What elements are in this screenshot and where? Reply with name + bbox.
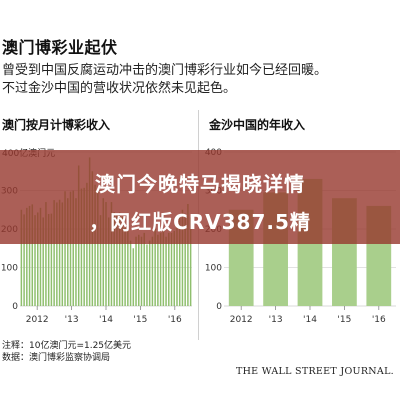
bar xyxy=(86,182,88,306)
bar xyxy=(56,202,58,306)
footnote-note: 注释：10亿澳门元=1.25亿美元 xyxy=(2,341,132,351)
overlay-banner xyxy=(0,150,400,244)
bar xyxy=(28,205,31,306)
bar xyxy=(132,248,135,306)
bar xyxy=(45,202,47,306)
bar xyxy=(97,190,99,306)
bar xyxy=(53,200,55,306)
x-tick-label: '16 xyxy=(168,315,182,325)
bar xyxy=(102,198,105,306)
bar xyxy=(135,236,137,306)
bar xyxy=(170,232,173,306)
bar xyxy=(176,223,178,306)
bar xyxy=(184,213,186,306)
x-tick-label: '13 xyxy=(269,315,283,325)
x-tick-label: '15 xyxy=(133,315,147,325)
bar xyxy=(165,236,167,306)
bar xyxy=(64,191,66,306)
bar xyxy=(99,215,102,306)
main-title: 澳门博彩业起伏 xyxy=(2,38,118,57)
left-panel-title: 澳门按月计博彩收入 xyxy=(2,118,111,132)
bar xyxy=(34,215,36,306)
x-tick-label: '14 xyxy=(303,315,317,325)
bar xyxy=(58,199,61,306)
subtitle-line-1: 曾受到中国反腐运动冲击的澳门博彩行业如今已经回暖。 xyxy=(2,63,328,78)
bar xyxy=(148,240,151,306)
bar xyxy=(146,244,148,306)
bar xyxy=(26,207,28,306)
bar xyxy=(94,184,96,306)
bar xyxy=(75,198,77,306)
overlay-line-1: 澳门今晚特马揭晓详情 xyxy=(95,172,305,196)
bar xyxy=(39,207,42,306)
bar xyxy=(178,217,181,306)
right-panel-title: 金沙中国的年收入 xyxy=(209,118,306,132)
bar xyxy=(61,202,64,306)
footnote-source: 数据：澳门博彩监察协调局 xyxy=(2,353,111,363)
wsj-logo: THE WALL STREET JOURNAL. xyxy=(235,366,394,377)
bar xyxy=(47,213,50,306)
bar xyxy=(173,230,176,306)
subtitle: 曾受到中国反腐运动冲击的澳门博彩行业如今已经回暖。 不过金沙中国的营收状况依然未… xyxy=(2,62,398,98)
y-tick-label: 100 xyxy=(1,264,18,274)
bar xyxy=(36,212,39,306)
bar xyxy=(159,232,162,306)
bar xyxy=(113,212,115,306)
bar xyxy=(151,236,154,306)
bar xyxy=(105,202,107,306)
bar xyxy=(129,240,132,306)
x-tick-label: '14 xyxy=(99,315,113,325)
bar xyxy=(189,217,192,306)
bar xyxy=(181,209,184,306)
bar xyxy=(83,187,85,306)
bar xyxy=(127,219,129,306)
bar xyxy=(121,216,124,306)
x-tick-label: '15 xyxy=(337,315,351,325)
bar xyxy=(187,203,189,306)
bar xyxy=(23,214,25,306)
bar xyxy=(107,217,110,306)
x-tick-label: 2012 xyxy=(230,315,253,325)
bar xyxy=(42,217,44,306)
bar xyxy=(67,198,69,306)
y-tick-label: 0 xyxy=(12,302,18,312)
bar xyxy=(20,209,23,306)
bar xyxy=(143,232,145,306)
bar xyxy=(124,223,126,306)
y-tick-label: 0 xyxy=(216,302,222,312)
bar xyxy=(69,191,72,306)
bar xyxy=(157,234,159,306)
bar xyxy=(168,232,170,306)
bar xyxy=(138,234,140,306)
overlay-line-2: ，网红版CRV387.5精 xyxy=(89,210,311,234)
x-tick-label: '16 xyxy=(372,315,386,325)
bar xyxy=(140,236,143,306)
y-tick-label: 100 xyxy=(205,264,222,274)
bar xyxy=(154,229,156,306)
bar xyxy=(118,212,121,306)
bar xyxy=(162,229,165,306)
footnote: 注释：10亿澳门元=1.25亿美元 数据：澳门博彩监察协调局 xyxy=(2,340,131,364)
bar xyxy=(50,213,53,306)
x-tick-label: 2012 xyxy=(26,315,49,325)
bar xyxy=(31,204,34,306)
bar xyxy=(80,188,83,306)
bar xyxy=(72,190,74,306)
bar xyxy=(110,202,113,306)
bar xyxy=(116,213,118,306)
subtitle-line-2: 不过金沙中国的营收状况依然未见起色。 xyxy=(2,81,237,96)
x-tick-label: '13 xyxy=(65,315,79,325)
